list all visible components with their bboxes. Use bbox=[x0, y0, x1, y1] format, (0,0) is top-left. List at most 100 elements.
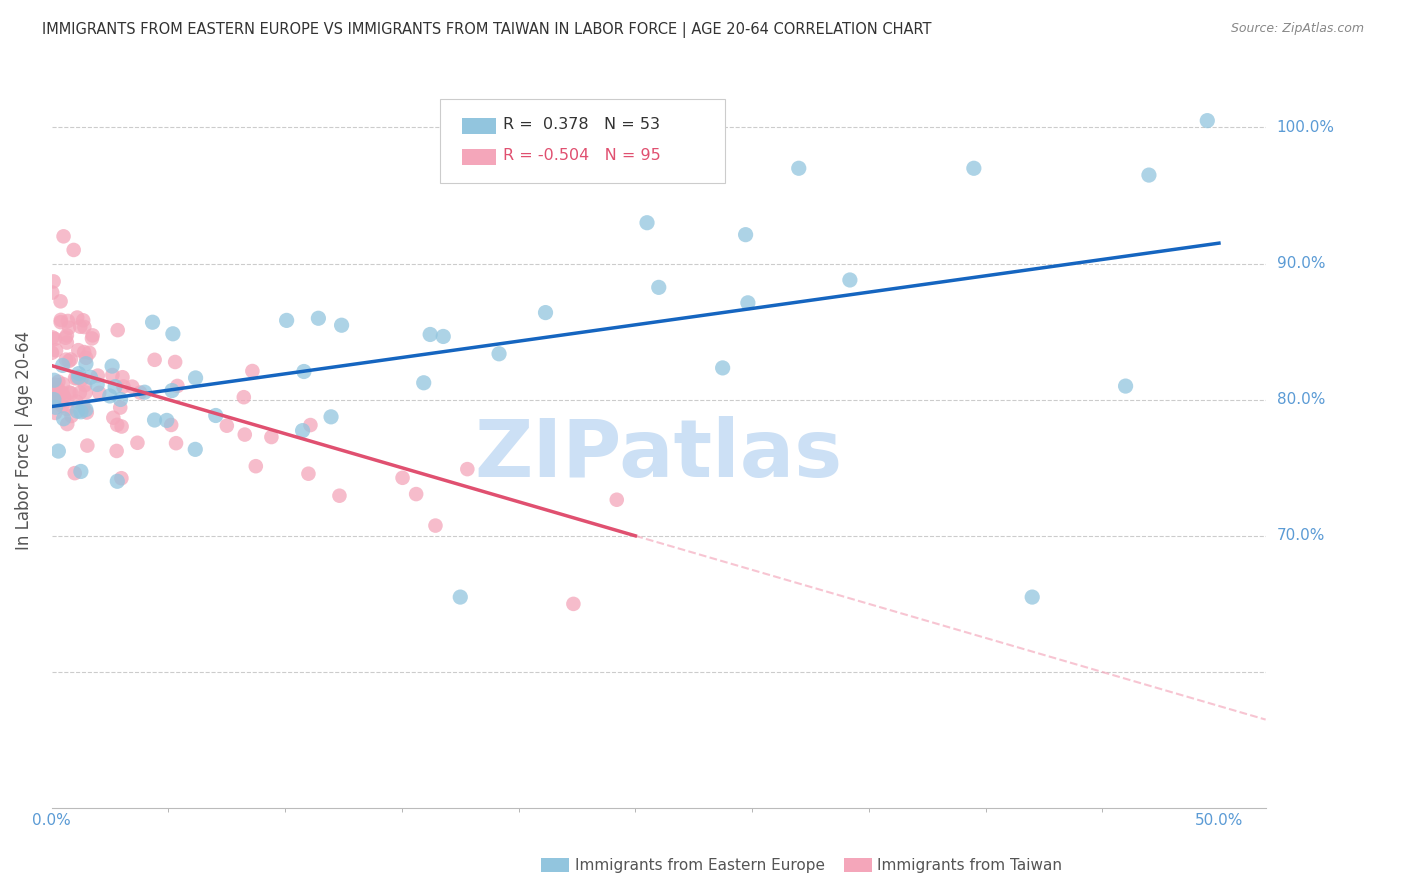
Point bbox=[291, 424, 314, 438]
Point bbox=[45, 343, 67, 358]
Text: Immigrants from Eastern Europe: Immigrants from Eastern Europe bbox=[575, 858, 825, 872]
Point bbox=[70, 405, 93, 419]
Point bbox=[44, 385, 66, 400]
Point bbox=[432, 329, 454, 343]
Point bbox=[87, 368, 110, 383]
Point bbox=[110, 392, 132, 407]
Point bbox=[45, 392, 67, 406]
Point bbox=[299, 418, 322, 433]
Point bbox=[62, 243, 84, 257]
Point bbox=[45, 381, 67, 395]
Point bbox=[1021, 590, 1043, 604]
Point bbox=[51, 386, 73, 401]
Point bbox=[44, 401, 66, 415]
Point bbox=[63, 371, 86, 385]
Point bbox=[56, 417, 79, 431]
Point bbox=[307, 311, 329, 326]
Point bbox=[456, 462, 478, 476]
Point bbox=[44, 392, 66, 407]
Point bbox=[328, 489, 350, 503]
Text: 70.0%: 70.0% bbox=[1277, 528, 1324, 543]
Point bbox=[41, 345, 63, 359]
Point bbox=[42, 274, 65, 288]
Point bbox=[737, 295, 759, 310]
Point bbox=[52, 390, 75, 404]
Point bbox=[70, 372, 93, 386]
Point bbox=[734, 227, 756, 242]
Point bbox=[103, 410, 125, 425]
Point bbox=[44, 373, 66, 387]
Point bbox=[41, 330, 63, 344]
Point bbox=[143, 352, 166, 367]
Point bbox=[48, 444, 70, 458]
Point bbox=[787, 161, 810, 176]
Point bbox=[162, 326, 184, 341]
Point bbox=[143, 413, 166, 427]
Point bbox=[51, 399, 73, 413]
Point bbox=[166, 379, 188, 393]
Text: Source: ZipAtlas.com: Source: ZipAtlas.com bbox=[1230, 22, 1364, 36]
Point bbox=[204, 409, 226, 423]
Point bbox=[636, 216, 658, 230]
Point bbox=[63, 466, 86, 480]
Point bbox=[160, 384, 183, 398]
Point bbox=[75, 357, 97, 371]
Point bbox=[233, 427, 256, 442]
Point bbox=[1137, 168, 1160, 182]
Point bbox=[838, 273, 860, 287]
Point bbox=[72, 400, 94, 414]
Point bbox=[65, 394, 87, 409]
Point bbox=[48, 396, 70, 410]
Point bbox=[60, 386, 83, 401]
Point bbox=[58, 354, 80, 368]
Point bbox=[165, 436, 187, 450]
Point bbox=[56, 328, 79, 343]
Point bbox=[56, 314, 79, 328]
Point bbox=[52, 359, 75, 373]
Point bbox=[60, 409, 83, 423]
Point bbox=[111, 370, 134, 384]
Point bbox=[110, 471, 132, 485]
Point bbox=[41, 285, 63, 300]
Text: R =  0.378   N = 53: R = 0.378 N = 53 bbox=[503, 117, 661, 132]
Point bbox=[44, 394, 66, 409]
Point bbox=[77, 345, 100, 359]
Point bbox=[73, 378, 96, 392]
Point bbox=[232, 390, 254, 404]
Point bbox=[963, 161, 986, 176]
Point bbox=[67, 367, 90, 381]
Point bbox=[66, 371, 89, 385]
Point bbox=[101, 368, 124, 382]
Point bbox=[66, 404, 89, 418]
Point bbox=[76, 439, 98, 453]
Point bbox=[156, 413, 179, 427]
Point bbox=[330, 318, 353, 333]
Point bbox=[105, 475, 128, 489]
Point bbox=[52, 411, 75, 425]
Point bbox=[59, 352, 82, 367]
Point bbox=[55, 331, 77, 345]
Point bbox=[215, 418, 238, 433]
Point bbox=[75, 385, 97, 400]
Point bbox=[245, 459, 267, 474]
Point bbox=[534, 305, 557, 319]
Point bbox=[449, 590, 471, 604]
Bar bbox=[463, 149, 496, 165]
Point bbox=[1115, 379, 1137, 393]
FancyBboxPatch shape bbox=[440, 99, 725, 183]
Text: Immigrants from Taiwan: Immigrants from Taiwan bbox=[877, 858, 1063, 872]
Point bbox=[104, 379, 127, 393]
Point bbox=[52, 377, 75, 392]
Point bbox=[292, 364, 315, 378]
Point bbox=[53, 390, 76, 404]
Point bbox=[58, 385, 80, 400]
Point bbox=[67, 343, 90, 358]
Point bbox=[711, 360, 734, 375]
Point bbox=[412, 376, 434, 390]
Point bbox=[75, 351, 97, 365]
Point bbox=[44, 332, 66, 346]
Point bbox=[67, 370, 90, 384]
Point bbox=[80, 331, 103, 345]
Point bbox=[58, 320, 80, 334]
Point bbox=[82, 328, 104, 343]
